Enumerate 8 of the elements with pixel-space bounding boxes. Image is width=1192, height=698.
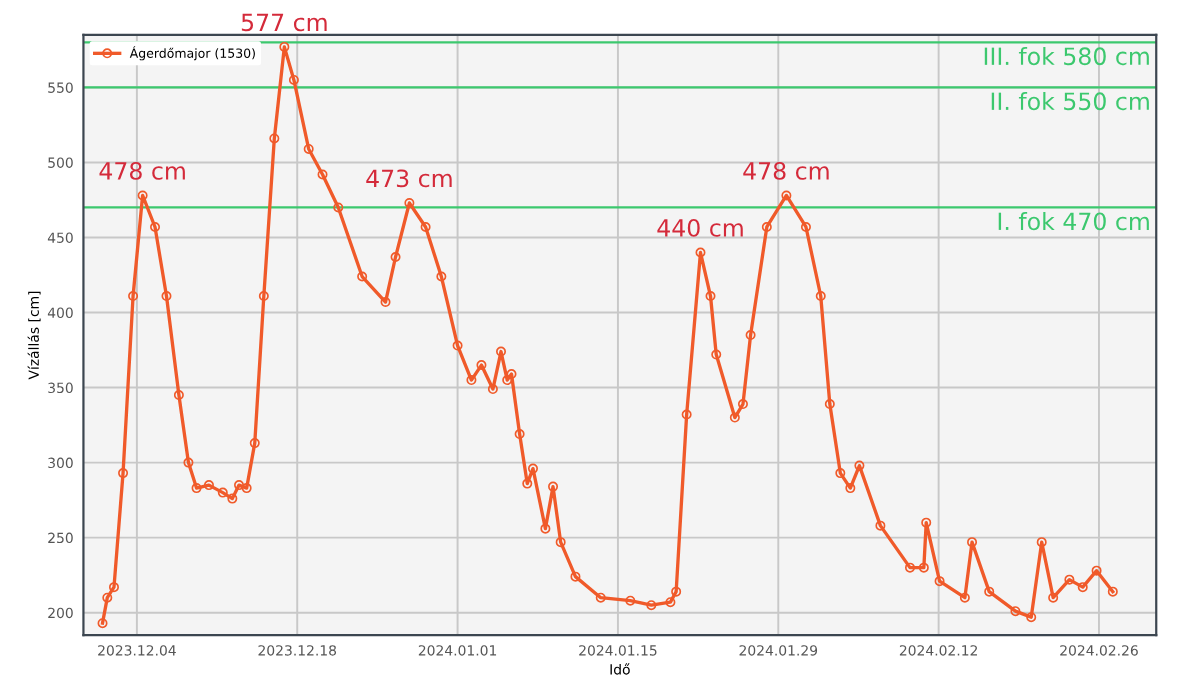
annotation: 473 cm bbox=[366, 169, 452, 188]
annotation: 577 cm bbox=[241, 13, 327, 32]
annotation: 478 cm bbox=[743, 161, 829, 180]
ref-line-label: II. fok 550 cm bbox=[991, 91, 1149, 111]
ref-line-label: III. fok 580 cm bbox=[984, 46, 1149, 66]
annotation: 440 cm bbox=[657, 218, 743, 237]
ref-line-label: I. fok 470 cm bbox=[998, 211, 1149, 231]
annotation: 478 cm bbox=[99, 161, 185, 180]
